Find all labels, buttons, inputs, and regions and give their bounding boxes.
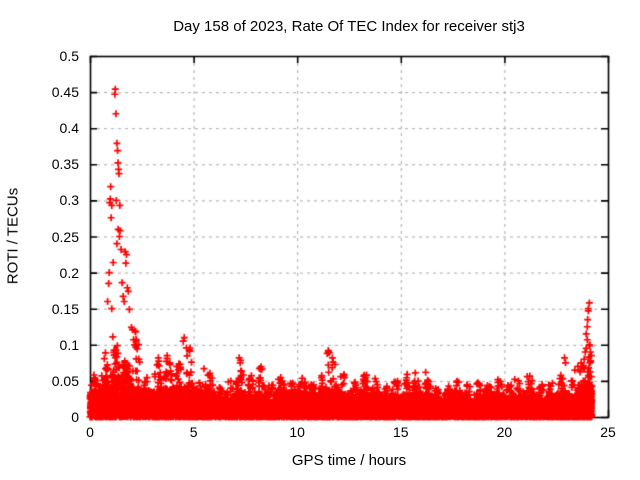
x-tick-label: 0: [86, 424, 94, 440]
x-tick-label: 25: [600, 424, 616, 440]
chart-title: Day 158 of 2023, Rate Of TEC Index for r…: [173, 18, 525, 35]
x-axis-label: GPS time / hours: [291, 452, 407, 469]
y-tick-label: 0.15: [51, 300, 79, 317]
x-tick-label: 20: [496, 424, 513, 440]
y-tick-label: 0.05: [51, 372, 79, 389]
y-tick-label: 0.4: [59, 120, 79, 137]
y-tick-label: 0.25: [51, 228, 79, 245]
y-tick-label: 0.35: [51, 156, 79, 173]
y-tick-label: 0.1: [59, 336, 79, 353]
y-tick-label: 0.45: [51, 84, 79, 101]
y-tick-label: 0: [71, 409, 79, 425]
x-tick-label: 10: [289, 424, 305, 440]
x-tick-label: 15: [393, 424, 409, 440]
y-tick-label: 0.3: [59, 192, 79, 209]
x-tick-label: 5: [189, 424, 198, 440]
y-tick-label: 0.5: [59, 48, 79, 64]
y-tick-label: 0.2: [59, 264, 79, 281]
